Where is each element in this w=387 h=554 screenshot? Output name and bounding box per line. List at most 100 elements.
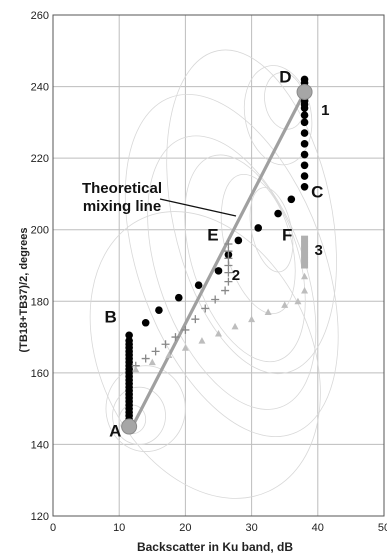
end-point-a [121,418,138,435]
density-contours [89,49,339,499]
series-point-square [301,241,309,248]
density-contour-6 [112,386,166,445]
series-point-plus [224,240,233,249]
y-tick-label: 260 [31,10,49,22]
series-point-triangle [165,351,173,358]
y-axis-ticks: 120 140 160 180 200 220 240 260 [31,10,49,523]
series-point-circle [141,318,150,327]
series-point-plus [224,247,233,256]
density-contour-2 [184,154,306,363]
point-label-f: F [282,225,292,244]
end-point-d [296,83,313,100]
series-point-circle [234,236,243,245]
mixing-line-annotation: Theoretical mixing line [82,180,237,217]
chart-labels: A B C D E F 1 2 3 [105,68,330,441]
series-point-circle [300,129,309,137]
series-point-triangle [294,297,302,305]
plot-frame [52,14,385,517]
y-tick-label: 240 [31,82,49,94]
x-tick-label: 50 [378,522,387,534]
series-point-plus [224,261,233,270]
x-tick-label: 10 [113,522,125,534]
density-contour-11 [166,49,337,375]
x-tick-label: 30 [245,522,257,534]
series-point-plus [151,347,160,356]
series-point-triangle [132,365,140,373]
series-point-circle [214,267,223,275]
y-tick-label: 120 [31,511,49,523]
series-label-1: 1 [321,102,329,119]
series-point-plus [141,354,150,363]
density-contour-5 [105,365,186,452]
series-point-triangle [301,272,309,280]
series-point-circle [300,172,309,180]
series-point-plus [224,277,233,286]
density-contour-0 [124,94,339,437]
y-tick-label: 160 [31,368,49,380]
data-marks [121,75,313,435]
y-tick-label: 220 [31,153,49,165]
series-point-circle [254,224,263,232]
series-point-triangle [198,337,206,344]
x-tick-label: 40 [312,522,324,534]
series-point-plus [224,254,233,263]
series-point-square [301,257,309,264]
series-point-plus [211,295,220,304]
annotation-line-1: Theoretical [82,180,162,197]
series-point-square [301,235,309,242]
series-point-circle [300,161,309,170]
x-axis-ticks: 0 10 20 30 40 50 [50,522,387,534]
density-contour-4 [249,187,294,273]
series-point-circle [274,209,282,218]
series-point-plus [224,268,233,277]
series-point-square [301,251,309,258]
series-point-circle [300,111,309,119]
point-label-c: C [311,183,323,202]
series-label-2: 2 [232,267,240,284]
x-tick-label: 0 [50,522,56,534]
x-axis-label: Backscatter in Ku band, dB [137,540,293,554]
y-axis-label: (TB18+TB37)/2, degrees [18,227,30,352]
series-point-circle [287,195,296,204]
point-label-e: E [207,225,218,244]
series-point-plus [191,315,200,324]
series-point-square [301,262,309,269]
series-point-circle [300,75,309,84]
density-contour-8 [243,65,313,166]
series-point-circle [300,182,309,191]
series-point-circle [155,306,163,315]
series-point-plus [221,286,230,295]
point-label-a: A [109,422,121,441]
series-point-circle [174,293,183,302]
series-point-triangle [301,287,309,294]
y-tick-label: 200 [31,225,49,237]
series-point-plus [161,340,170,349]
series-point-plus [181,325,190,334]
density-contour-10 [89,211,321,499]
series-point-triangle [181,344,189,351]
series-point-triangle [264,308,272,316]
x-tick-label: 20 [179,522,191,534]
series-point-plus [201,304,210,313]
y-tick-label: 140 [31,439,49,451]
series-point-triangle [148,358,156,366]
series-point-circle [300,140,309,148]
series-point-square [301,246,309,253]
density-contour-1 [147,135,317,410]
series-point-circle [125,336,133,345]
series-point-circle [125,331,133,340]
series-point-triangle [248,315,256,323]
series-point-plus [171,333,180,342]
series-point-triangle [215,329,222,337]
annotation-line-2: mixing line [83,198,161,215]
series-point-triangle [231,322,239,330]
point-label-b: B [105,307,117,326]
y-tick-label: 180 [31,296,49,308]
series-label-3: 3 [314,242,322,259]
series-point-circle [300,150,309,159]
series-point-circle [300,118,309,127]
series-point-circle [194,281,203,289]
theoretical-mixing-line [130,90,307,429]
grid [52,14,385,517]
